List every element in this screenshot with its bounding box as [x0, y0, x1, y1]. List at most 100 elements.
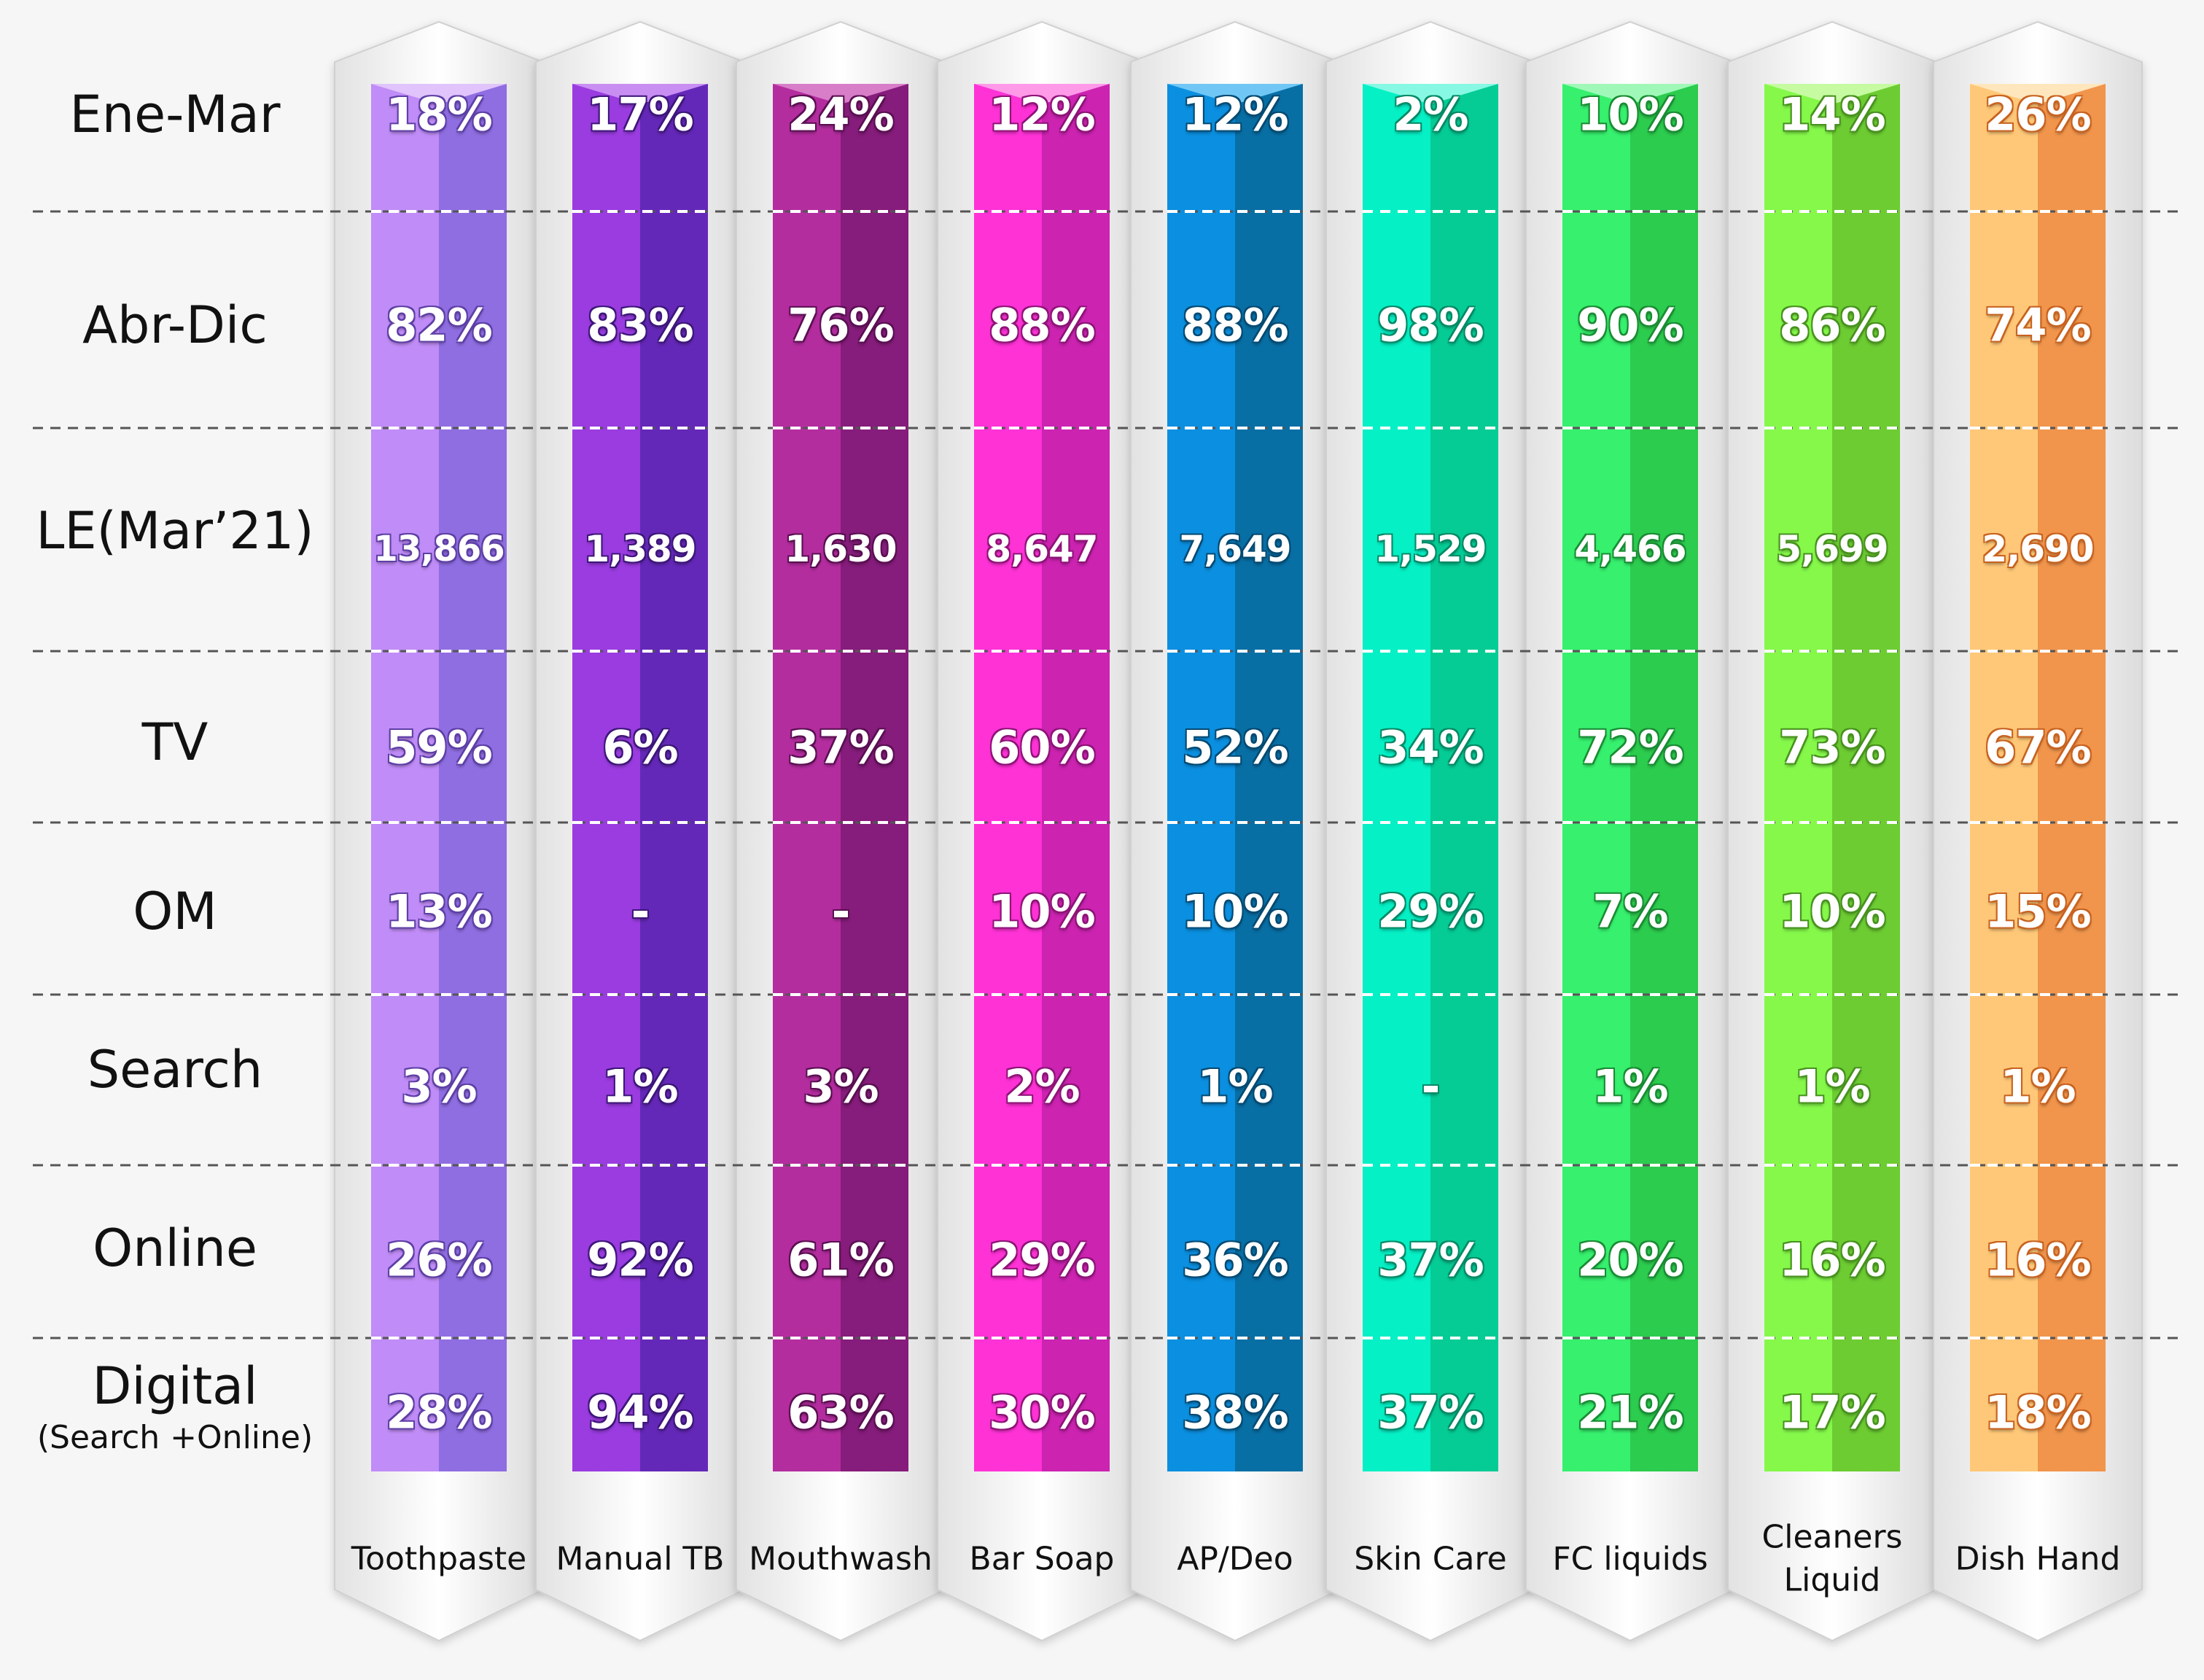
- column-label: Skin Care: [1354, 1540, 1507, 1578]
- row-label-text: OM: [133, 882, 217, 941]
- cell-percent-value: 29%: [1377, 884, 1484, 938]
- cell-percent-value: 10%: [1779, 884, 1885, 938]
- column-bar-cap: [1970, 84, 2106, 104]
- cell-count-value: 4,466: [1574, 528, 1686, 570]
- column-bar-cap: [572, 84, 708, 104]
- cell-percent-value: 12%: [1182, 88, 1288, 141]
- cell-percent-value: 60%: [989, 720, 1095, 774]
- cell-percent-value: 18%: [386, 88, 492, 141]
- row-label-text: Online: [93, 1218, 257, 1278]
- cell-count-value: 2,690: [1982, 528, 2094, 570]
- cell-percent-value: 12%: [989, 88, 1095, 141]
- column-bar-dark: [1630, 84, 1698, 1471]
- cell-percent-value: 10%: [1577, 88, 1683, 141]
- cell-count-value: 1,529: [1374, 528, 1487, 570]
- row-label: OM: [0, 886, 350, 937]
- cell-percent-value: 26%: [386, 1233, 492, 1287]
- cell-percent-value: 52%: [1182, 720, 1288, 774]
- cell-percent-value: 38%: [1182, 1385, 1288, 1439]
- cell-percent-value: 16%: [1985, 1233, 2091, 1287]
- cell-percent-value: 59%: [386, 720, 492, 774]
- column-bar-dark: [1235, 84, 1303, 1471]
- row-label-text: TV: [141, 712, 209, 772]
- row-label: Ene-Mar: [0, 89, 350, 140]
- cell-percent-value: 3%: [401, 1059, 477, 1113]
- cell-percent-value: 76%: [787, 298, 894, 352]
- column-bar-cap: [371, 84, 507, 104]
- row-label-text: Search: [87, 1040, 263, 1100]
- cell-count-value: 1,630: [784, 528, 897, 570]
- cell-percent-value: 88%: [1182, 298, 1288, 352]
- column-label: Cleaners Liquid: [1761, 1518, 1903, 1599]
- cell-percent-value: 10%: [989, 884, 1095, 938]
- row-label: TV: [0, 717, 350, 768]
- column-bar-dark: [439, 84, 507, 1471]
- column-label: Dish Hand: [1955, 1540, 2121, 1578]
- cell-percent-value: 73%: [1779, 720, 1885, 774]
- cell-percent-value: 1%: [2000, 1059, 2076, 1113]
- cell-percent-value: 10%: [1182, 884, 1288, 938]
- cell-percent-value: 6%: [602, 720, 678, 774]
- column-bar-dark: [1832, 84, 1900, 1471]
- column-bar-dark: [640, 84, 708, 1471]
- cell-percent-value: 37%: [1377, 1385, 1484, 1439]
- row-label: LE(Mar’21): [0, 505, 350, 556]
- column-label: FC liquids: [1552, 1540, 1708, 1578]
- cell-percent-value: 36%: [1182, 1233, 1288, 1287]
- cell-percent-value: 37%: [1377, 1233, 1484, 1287]
- cell-percent-value: 15%: [1985, 884, 2091, 938]
- column-bar-light: [1562, 84, 1630, 1471]
- cell-percent-value: 16%: [1779, 1233, 1885, 1287]
- cell-count-value: 1,389: [584, 528, 696, 570]
- cell-percent-value: 2%: [1393, 88, 1468, 141]
- column-bar-dark: [841, 84, 908, 1471]
- cell-percent-value: 1%: [1592, 1059, 1668, 1113]
- column-bar-light: [773, 84, 841, 1471]
- column-bar-dark: [1042, 84, 1110, 1471]
- cell-percent-value: 74%: [1985, 298, 2091, 352]
- cell-percent-value: 63%: [787, 1385, 894, 1439]
- cell-percent-value: -: [631, 884, 650, 938]
- cell-count-value: 8,647: [986, 528, 1098, 570]
- column-bar-cap: [1363, 84, 1498, 104]
- row-label: Online: [0, 1223, 350, 1274]
- column-bar-light: [371, 84, 439, 1471]
- column-label: Bar Soap: [969, 1540, 1115, 1578]
- cell-percent-value: 26%: [1985, 88, 2091, 141]
- cell-percent-value: 14%: [1779, 88, 1885, 141]
- cell-percent-value: 1%: [1794, 1059, 1870, 1113]
- cell-percent-value: -: [1421, 1059, 1441, 1113]
- row-label: Abr-Dic: [0, 300, 350, 351]
- cell-percent-value: 17%: [587, 88, 693, 141]
- column-bar-dark: [1430, 84, 1498, 1471]
- row-label-text: LE(Mar’21): [36, 501, 314, 561]
- cell-percent-value: 98%: [1377, 298, 1484, 352]
- cell-percent-value: 13%: [386, 884, 492, 938]
- cell-percent-value: 30%: [989, 1385, 1095, 1439]
- cell-percent-value: 88%: [989, 298, 1095, 352]
- row-label-text: Ene-Mar: [69, 85, 281, 144]
- cell-count-value: 7,649: [1179, 528, 1291, 570]
- column-bar-cap: [974, 84, 1110, 104]
- column-label: Manual TB: [556, 1540, 725, 1578]
- cell-percent-value: -: [831, 884, 851, 938]
- column-label: Toothpaste: [351, 1540, 527, 1578]
- cell-percent-value: 24%: [787, 88, 894, 141]
- cell-percent-value: 2%: [1004, 1059, 1080, 1113]
- cell-percent-value: 83%: [587, 298, 693, 352]
- cell-count-value: 13,866: [373, 529, 505, 569]
- cell-percent-value: 86%: [1779, 298, 1885, 352]
- cell-percent-value: 18%: [1985, 1385, 2091, 1439]
- cell-percent-value: 29%: [989, 1233, 1095, 1287]
- column-bar-light: [974, 84, 1042, 1471]
- column-bar-cap: [1167, 84, 1303, 104]
- row-label-text: Digital: [92, 1356, 258, 1416]
- column-bar-dark: [2038, 84, 2106, 1471]
- cell-percent-value: 28%: [386, 1385, 492, 1439]
- row-label: Digital (Search +Online): [0, 1361, 350, 1454]
- column-label: AP/Deo: [1177, 1540, 1293, 1578]
- column-bar-light: [1764, 84, 1832, 1471]
- column-bar-light: [1363, 84, 1430, 1471]
